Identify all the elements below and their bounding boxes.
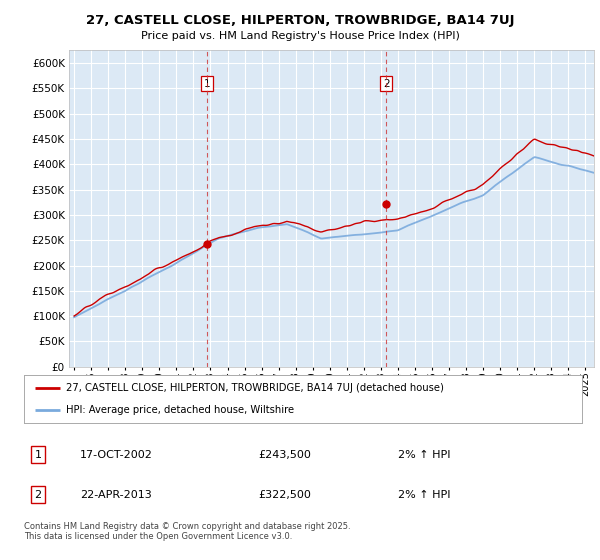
Text: HPI: Average price, detached house, Wiltshire: HPI: Average price, detached house, Wilt… [66,405,294,415]
Text: 2% ↑ HPI: 2% ↑ HPI [398,450,451,460]
Text: £243,500: £243,500 [259,450,311,460]
Text: Price paid vs. HM Land Registry's House Price Index (HPI): Price paid vs. HM Land Registry's House … [140,31,460,41]
Text: 2: 2 [34,489,41,500]
Text: £322,500: £322,500 [259,489,311,500]
Text: 27, CASTELL CLOSE, HILPERTON, TROWBRIDGE, BA14 7UJ: 27, CASTELL CLOSE, HILPERTON, TROWBRIDGE… [86,14,514,27]
Text: 17-OCT-2002: 17-OCT-2002 [80,450,152,460]
Text: 2% ↑ HPI: 2% ↑ HPI [398,489,451,500]
Text: 2: 2 [383,78,389,88]
Text: 1: 1 [34,450,41,460]
Text: 22-APR-2013: 22-APR-2013 [80,489,152,500]
Text: Contains HM Land Registry data © Crown copyright and database right 2025.
This d: Contains HM Land Registry data © Crown c… [24,522,350,542]
Text: 27, CASTELL CLOSE, HILPERTON, TROWBRIDGE, BA14 7UJ (detached house): 27, CASTELL CLOSE, HILPERTON, TROWBRIDGE… [66,383,444,393]
Text: 1: 1 [203,78,210,88]
